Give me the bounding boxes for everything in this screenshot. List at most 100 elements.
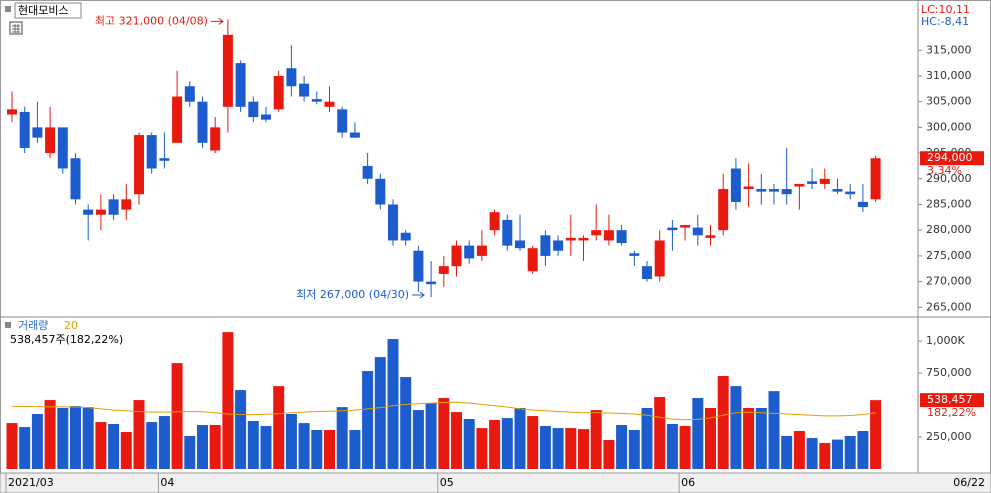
volume-panel-icon <box>5 322 11 328</box>
date-bar <box>0 472 991 493</box>
panel-icon <box>5 6 11 12</box>
candle-body <box>45 127 56 154</box>
candle-body <box>197 101 208 143</box>
volume-bar <box>184 436 196 469</box>
volume-bar <box>82 407 94 469</box>
candle-body <box>438 266 449 274</box>
x-tick-label: 06 <box>681 476 695 489</box>
candle-body <box>756 189 767 192</box>
volume-bar <box>501 418 513 469</box>
volume-bar <box>374 357 386 469</box>
candle-body <box>83 209 94 215</box>
volume-bar <box>717 376 729 469</box>
volume-bar <box>6 423 18 469</box>
volume-bar <box>133 400 145 469</box>
y-tick-label: 275,000 <box>926 249 972 262</box>
candle-body <box>527 248 538 272</box>
volume-bar <box>628 429 640 469</box>
candle-body <box>337 109 348 133</box>
candle-body <box>210 127 221 151</box>
y-tick-label: 300,000 <box>926 120 972 133</box>
candle-body <box>324 101 335 107</box>
volume-bar <box>743 407 755 469</box>
title-box <box>14 2 82 19</box>
candle-body <box>476 245 487 256</box>
last-price-box <box>920 151 984 166</box>
hc-label: HC:-8,41 <box>921 15 969 28</box>
candle-body <box>70 158 81 200</box>
calendar-icon[interactable] <box>9 21 23 35</box>
candle-body <box>629 253 640 256</box>
candle-body <box>222 34 233 107</box>
last-volume-box <box>920 393 984 408</box>
volume-bar <box>349 429 361 469</box>
candle-body <box>667 227 678 231</box>
candle-body <box>134 135 144 195</box>
volume-bar <box>387 339 399 469</box>
candle-body <box>654 240 665 277</box>
volume-bar <box>565 428 577 469</box>
last-volume-label: 538,457 <box>927 393 973 406</box>
volume-bar <box>666 423 678 469</box>
candle-body <box>540 235 551 256</box>
candle-body <box>565 237 576 241</box>
volume-bar <box>679 426 691 469</box>
x-tick-label: 04 <box>160 476 174 489</box>
candle-body <box>121 199 132 210</box>
y-tick-label: 290,000 <box>926 172 972 185</box>
y-tick-label: 750,000 <box>926 366 972 379</box>
candle-body <box>870 158 881 200</box>
volume-bar <box>260 426 272 469</box>
volume-bar <box>285 414 297 469</box>
candle-body <box>32 127 43 138</box>
last-price-label: 294,000 <box>927 151 973 164</box>
volume-bar <box>539 426 551 469</box>
ma-legend: 20 <box>64 319 78 332</box>
candle-body <box>769 189 779 192</box>
volume-bar <box>603 439 615 469</box>
candle-body <box>464 245 475 259</box>
volume-bar <box>273 386 285 469</box>
volume-ratio-label: 182,22% <box>927 406 976 419</box>
candle-body <box>273 75 284 110</box>
candle-body <box>743 186 754 190</box>
candle-body <box>7 109 17 115</box>
volume-bar <box>146 422 158 469</box>
candle-body <box>248 101 259 118</box>
candle-body <box>349 132 360 138</box>
volume-bar <box>57 407 69 469</box>
calendar-grid <box>12 24 20 33</box>
last-date: 06/22 <box>953 476 985 489</box>
volume-bar <box>171 363 183 469</box>
volume-bar <box>425 403 437 469</box>
candle-body <box>375 178 386 205</box>
volume-bar <box>730 386 742 469</box>
candle-body <box>159 158 170 161</box>
volume-bar <box>222 332 234 469</box>
volume-bar <box>209 425 221 469</box>
candle-body <box>819 178 830 184</box>
candle-body <box>146 135 157 169</box>
y-tick-label: 310,000 <box>926 69 972 82</box>
candle-body <box>286 68 297 87</box>
volume-bar <box>755 407 767 469</box>
volume-bar <box>451 412 462 469</box>
volume-bar <box>857 431 869 469</box>
candle-body <box>400 232 411 241</box>
candle-body <box>184 86 195 102</box>
candle-body <box>489 212 500 231</box>
y-tick-label: 250,000 <box>926 430 972 443</box>
volume-bar <box>235 390 247 469</box>
y-tick-label: 315,000 <box>926 43 972 56</box>
volume-bar <box>31 414 43 469</box>
candle-body <box>794 183 805 187</box>
candle-body <box>832 189 843 192</box>
volume-info: 538,457주(182,22%) <box>10 333 123 346</box>
candle-body <box>578 237 589 241</box>
volume-bar <box>120 432 132 469</box>
ma-line <box>12 401 876 421</box>
volume-bar <box>870 400 882 469</box>
y-tick-label: 285,000 <box>926 197 972 210</box>
volume-bar <box>108 423 120 469</box>
